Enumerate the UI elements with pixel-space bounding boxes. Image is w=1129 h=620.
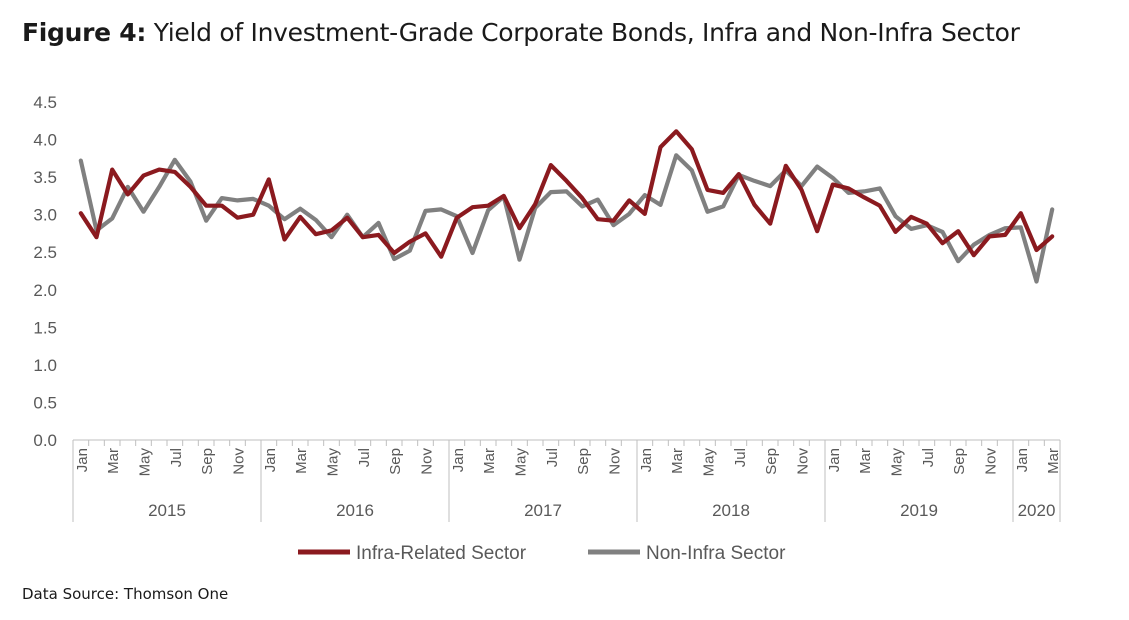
month-label: May [701,448,718,477]
month-label: Sep [763,448,780,475]
month-label: Nov [419,448,436,475]
y-tick-label: 4.5 [33,93,57,112]
legend-noninfra-label: Non-Infra Sector [646,543,786,564]
y-tick-label: 3.0 [33,206,57,225]
year-label: 2015 [148,501,186,520]
month-label: Nov [795,448,812,475]
month-label: May [889,448,906,477]
month-label: Jul [168,448,185,467]
year-label: 2016 [336,501,374,520]
x-axis [72,439,1061,522]
month-label: Jan [74,448,91,472]
y-tick-label: 0.0 [33,431,57,450]
year-label: 2019 [900,501,938,520]
month-label: Mar [857,448,874,474]
y-tick-label: 1.5 [33,318,57,337]
month-label: Sep [951,448,968,475]
y-axis-labels: 0.0 0.5 1.0 1.5 2.0 2.5 3.0 3.5 4.0 4.5 [33,93,57,450]
y-tick-label: 2.5 [33,243,57,262]
month-label: Jul [920,448,937,467]
month-label: Sep [387,448,404,475]
y-tick-label: 2.0 [33,281,57,300]
month-label: Mar [481,448,498,474]
month-label: May [513,448,530,477]
month-label: Mar [1045,448,1062,474]
noninfra-series-line [78,153,1055,284]
legend: Infra-Related Sector Non-Infra Sector [298,543,786,564]
month-label: Jul [356,448,373,467]
y-tick-label: 1.0 [33,356,57,375]
month-labels: Jan Mar May Jul Sep Nov Jan Mar May Jul Sep Nov Jan M… [74,448,1062,477]
month-label: Jan [826,448,843,472]
year-labels: 2015 2016 2017 2018 2019 2020 [148,501,1055,520]
y-tick-label: 3.5 [33,168,57,187]
y-tick-label: 4.0 [33,131,57,150]
month-label: Jan [1014,448,1031,472]
month-label: Mar [105,448,122,474]
month-label: Nov [607,448,624,475]
title-text: Yield of Investment-Grade Corporate Bond… [153,18,1020,47]
month-label: Sep [575,448,592,475]
month-label: Nov [983,448,1000,475]
chart-title: Figure 4: Yield of Investment-Grade Corp… [22,18,1020,47]
month-label: Mar [669,448,686,474]
series-lines [78,129,1055,284]
y-tick-label: 0.5 [33,393,57,412]
year-label: 2017 [524,501,562,520]
month-label: Jul [544,448,561,467]
month-label: Jan [638,448,655,472]
month-label: Jan [450,448,467,472]
month-label: Jan [262,448,279,472]
month-label: Jul [732,448,749,467]
figure-label: Figure 4 [22,18,137,47]
year-label: 2020 [1018,501,1056,520]
month-label: Mar [293,448,310,474]
infra-series-line [78,129,1055,259]
month-label: Sep [199,448,216,475]
month-label: May [137,448,154,477]
legend-infra-label: Infra-Related Sector [356,543,527,564]
title-separator: : [136,18,147,47]
month-label: Nov [231,448,248,475]
line-chart: 0.0 0.5 1.0 1.5 2.0 2.5 3.0 3.5 4.0 4.5 Jan Mar May… [33,93,1062,564]
month-label: May [325,448,342,477]
year-label: 2018 [712,501,750,520]
data-source: Data Source: Thomson One [22,585,229,603]
